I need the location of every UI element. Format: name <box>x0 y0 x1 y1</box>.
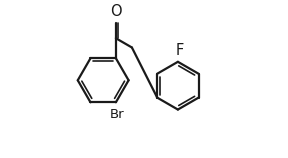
Text: O: O <box>110 4 122 19</box>
Text: Br: Br <box>110 108 125 122</box>
Text: F: F <box>175 43 183 58</box>
